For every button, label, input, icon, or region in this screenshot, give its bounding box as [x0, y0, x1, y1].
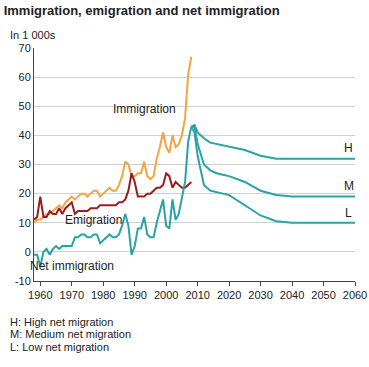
svg-text:M: M	[344, 179, 354, 193]
svg-text:-10: -10	[15, 275, 31, 287]
svg-text:0: 0	[25, 246, 31, 258]
svg-text:H: H	[344, 141, 353, 155]
svg-text:2040: 2040	[280, 289, 304, 301]
svg-text:2010: 2010	[185, 289, 209, 301]
svg-text:Net immigration: Net immigration	[30, 259, 114, 273]
svg-text:Emigration: Emigration	[65, 213, 122, 227]
svg-text:2030: 2030	[248, 289, 272, 301]
svg-text:1980: 1980	[91, 289, 115, 301]
svg-text:10: 10	[19, 217, 31, 229]
svg-text:60: 60	[19, 71, 31, 83]
svg-text:L: Low net migration: L: Low net migration	[10, 341, 109, 353]
svg-text:70: 70	[19, 42, 31, 54]
svg-text:2050: 2050	[311, 289, 335, 301]
svg-text:Immigration: Immigration	[113, 102, 176, 116]
svg-text:50: 50	[19, 100, 31, 112]
svg-text:2060: 2060	[343, 289, 367, 301]
svg-text:In 1 000s: In 1 000s	[10, 29, 56, 41]
svg-text:H: High net migration: H: High net migration	[10, 316, 113, 328]
svg-text:2020: 2020	[217, 289, 241, 301]
svg-text:M: Medium net migration: M: Medium net migration	[10, 328, 131, 340]
svg-text:20: 20	[19, 187, 31, 199]
svg-text:1960: 1960	[28, 289, 52, 301]
svg-text:1970: 1970	[60, 289, 84, 301]
svg-text:Immigration, emigration and ne: Immigration, emigration and net immigrat…	[4, 3, 280, 18]
svg-text:L: L	[345, 206, 352, 220]
svg-text:1990: 1990	[122, 289, 146, 301]
svg-text:2000: 2000	[154, 289, 178, 301]
svg-text:40: 40	[19, 129, 31, 141]
svg-text:30: 30	[19, 158, 31, 170]
